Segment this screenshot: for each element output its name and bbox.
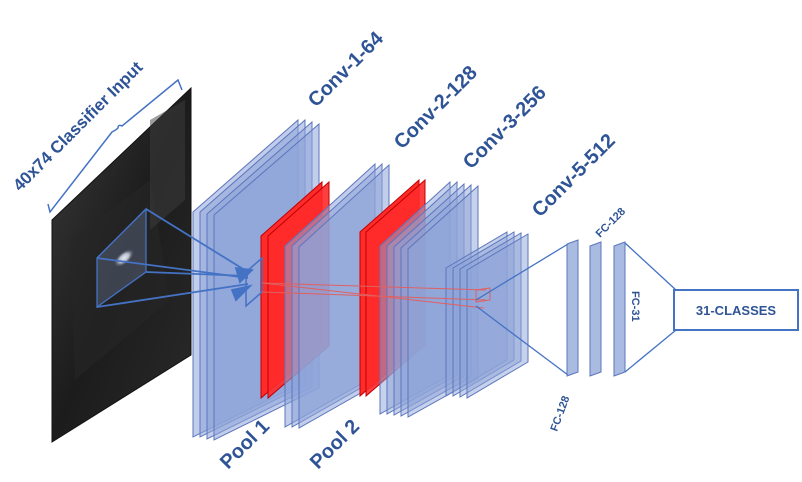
conv3-label: Conv-3-256 bbox=[459, 82, 551, 174]
fc1-label: FC-128 bbox=[549, 394, 573, 433]
fc3-layer bbox=[613, 241, 626, 377]
fc-layers bbox=[566, 239, 626, 377]
conv2-label: Conv-2-128 bbox=[390, 62, 482, 154]
conv5-block bbox=[445, 231, 529, 399]
conv5-to-fc-lines bbox=[475, 243, 569, 376]
fc1-layer bbox=[566, 239, 579, 377]
output-classes-box bbox=[673, 289, 799, 331]
feature-tube bbox=[261, 282, 491, 309]
input-brace bbox=[47, 78, 183, 214]
output-label: 31-CLASSES bbox=[696, 303, 777, 318]
fc3-label: FC-31 bbox=[629, 291, 641, 322]
input-object-blob bbox=[114, 249, 134, 267]
conv5-label: Conv-5-512 bbox=[528, 130, 620, 222]
fc2-label: FC-128 bbox=[594, 206, 628, 240]
fc-to-output-lines bbox=[624, 242, 677, 373]
pool2-label: Pool 2 bbox=[306, 416, 364, 474]
fc2-layer bbox=[589, 241, 602, 377]
input-image bbox=[51, 86, 192, 443]
conv1-label: Conv-1-64 bbox=[304, 27, 389, 112]
